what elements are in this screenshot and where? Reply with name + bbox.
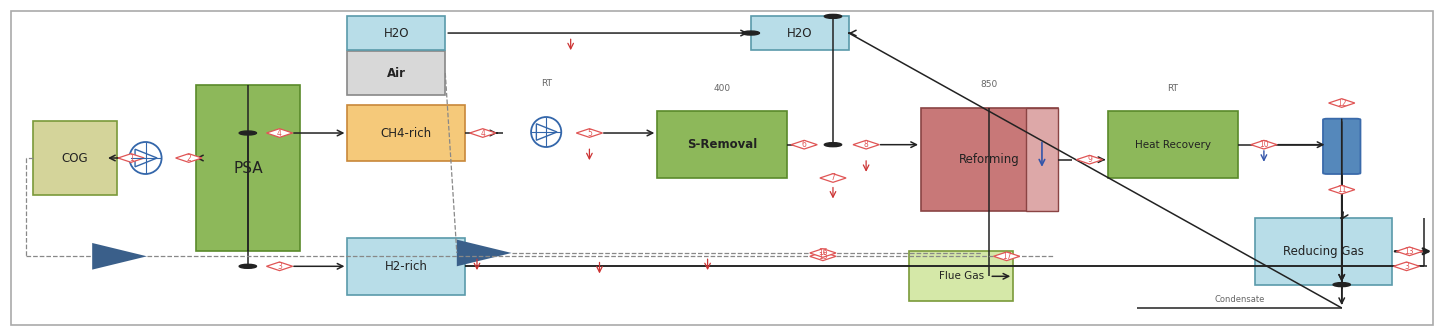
Text: Reforming: Reforming [959,153,1019,166]
Polygon shape [118,154,144,162]
Text: S-Removal: S-Removal [687,138,757,151]
Polygon shape [469,129,495,137]
Text: Reducing Gas: Reducing Gas [1284,245,1365,258]
FancyBboxPatch shape [1323,119,1360,174]
Polygon shape [1076,155,1103,164]
FancyBboxPatch shape [348,105,465,161]
Circle shape [742,31,760,35]
Text: H2-rich: H2-rich [386,260,427,273]
FancyBboxPatch shape [1108,111,1238,178]
Text: 11: 11 [1337,185,1346,194]
Text: H2O: H2O [787,27,813,40]
Text: Condensate: Condensate [1214,295,1265,304]
Text: 15: 15 [819,252,827,261]
Polygon shape [267,129,293,137]
Text: Air: Air [387,67,406,80]
FancyBboxPatch shape [657,111,787,178]
Text: 13: 13 [1405,247,1414,256]
Text: 12: 12 [1337,98,1346,108]
FancyBboxPatch shape [12,11,1432,325]
Polygon shape [853,140,879,149]
FancyBboxPatch shape [196,85,300,251]
Text: 4: 4 [277,128,282,137]
Text: 400: 400 [713,84,731,92]
Text: 8: 8 [864,140,868,149]
Polygon shape [820,174,846,182]
Circle shape [825,143,842,147]
Circle shape [1333,283,1350,287]
Circle shape [240,131,257,135]
Text: 16: 16 [819,248,827,257]
Text: 6: 6 [801,140,807,149]
Polygon shape [1251,140,1276,149]
Polygon shape [576,129,602,137]
Text: 4: 4 [481,128,485,137]
FancyBboxPatch shape [348,238,465,295]
Text: Heat Recovery: Heat Recovery [1135,140,1212,150]
Text: Flue Gas: Flue Gas [939,271,983,281]
Text: CH4-rich: CH4-rich [381,127,432,139]
Text: 2: 2 [186,154,191,163]
FancyBboxPatch shape [348,51,445,95]
Text: RT: RT [540,79,552,88]
Text: RT: RT [1168,84,1178,92]
Polygon shape [1328,185,1354,194]
Text: 10: 10 [1259,140,1269,149]
Polygon shape [993,252,1019,261]
FancyBboxPatch shape [1255,218,1392,285]
Polygon shape [536,124,557,140]
FancyBboxPatch shape [348,16,445,50]
FancyBboxPatch shape [921,108,1058,211]
Text: COG: COG [62,152,88,165]
Polygon shape [1393,262,1419,270]
Polygon shape [176,154,202,162]
Text: H2O: H2O [384,27,409,40]
FancyBboxPatch shape [910,251,1014,301]
Polygon shape [136,149,157,167]
Polygon shape [1328,99,1354,108]
Text: PSA: PSA [232,161,263,175]
Polygon shape [92,243,147,269]
Polygon shape [1396,247,1422,256]
Circle shape [825,14,842,18]
Circle shape [240,264,257,268]
FancyBboxPatch shape [33,121,117,195]
Text: 850: 850 [980,80,998,89]
Text: 7: 7 [830,173,836,182]
Text: 3: 3 [1404,262,1409,271]
Polygon shape [267,262,293,270]
Text: 1: 1 [129,154,133,163]
Text: 17: 17 [1002,252,1011,261]
Polygon shape [810,252,836,261]
Polygon shape [456,240,511,266]
Text: 5: 5 [586,128,592,137]
Polygon shape [810,249,836,257]
Polygon shape [791,140,817,149]
FancyBboxPatch shape [1027,108,1058,211]
FancyBboxPatch shape [751,16,849,50]
Text: 3: 3 [277,262,282,271]
Text: 9: 9 [1087,155,1092,164]
